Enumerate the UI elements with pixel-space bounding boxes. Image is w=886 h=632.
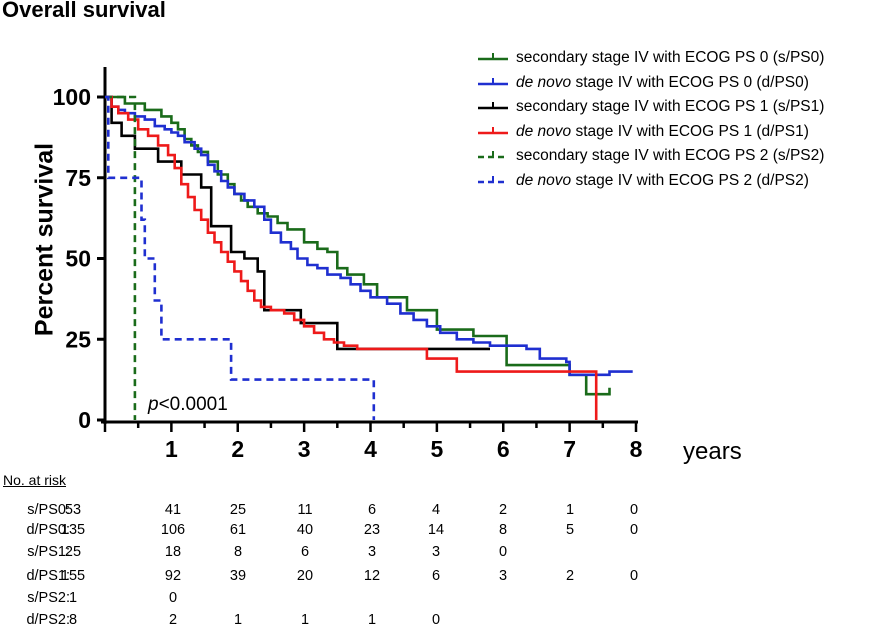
- risk-cell: 39: [229, 568, 247, 584]
- legend-swatch-sPS0: [478, 53, 508, 61]
- curve-dPS0: [105, 95, 633, 377]
- risk-row-label: d/PS1:: [26, 568, 70, 584]
- risk-cell: 1: [565, 502, 575, 518]
- y-tick-label: 50: [65, 246, 91, 272]
- risk-table: No. at risk s/PS0: 53 41 25 11 6 4 2 1 0 d/PS0: 135…: [0, 470, 886, 628]
- risk-cell: 8: [68, 612, 78, 628]
- risk-cell: 0: [629, 568, 639, 584]
- legend-swatch-dPS0: [478, 77, 508, 85]
- chart-title: Overall survival: [2, 0, 166, 22]
- risk-cell: 0: [431, 612, 441, 628]
- curve-dPS2: [105, 95, 376, 420]
- risk-cell: 8: [233, 544, 243, 560]
- x-tick-label: 8: [630, 436, 643, 462]
- y-tick-label: 0: [78, 407, 91, 433]
- risk-cell: 20: [296, 568, 314, 584]
- risk-cell: 0: [168, 590, 178, 606]
- risk-cell: 25: [229, 502, 247, 518]
- risk-cell: 1: [233, 612, 243, 628]
- risk-row-label: s/PS2:: [27, 590, 70, 606]
- legend-label-dPS2: de novo stage IV with ECOG PS 2 (d/PS2): [516, 171, 809, 189]
- risk-cell: 6: [367, 502, 377, 518]
- legend-label-dPS0: de novo stage IV with ECOG PS 0 (d/PS0): [516, 73, 809, 91]
- legend-label-sPS2: secondary stage IV with ECOG PS 2 (s/PS2…: [516, 147, 825, 165]
- risk-row-label: d/PS0:: [26, 522, 70, 538]
- x-tick-label: 3: [298, 436, 311, 462]
- risk-cell: 1: [68, 590, 78, 606]
- risk-row: d/PS2: 8 2 1 1 1 0: [0, 612, 886, 632]
- risk-cell: 6: [431, 568, 441, 584]
- risk-cell: 106: [160, 522, 186, 538]
- curve-sPS0: [105, 95, 611, 396]
- risk-cell: 11: [297, 502, 313, 518]
- risk-cell: 155: [60, 568, 86, 584]
- risk-table-title: No. at risk: [3, 472, 67, 488]
- legend-label-sPS1: secondary stage IV with ECOG PS 1 (s/PS1…: [516, 98, 825, 116]
- risk-cell: 3: [431, 544, 441, 560]
- y-tick-label: 75: [65, 165, 91, 191]
- risk-cell: 1: [367, 612, 377, 628]
- risk-cell: 8: [498, 522, 508, 538]
- risk-cell: 2: [498, 502, 508, 518]
- risk-row: d/PS0: 135 106 61 40 23 14 8 5 0: [0, 522, 886, 542]
- risk-row: d/PS1: 155 92 39 20 12 6 3 2 0: [0, 568, 886, 588]
- x-axis-label: years: [683, 438, 742, 465]
- curve-sPS2: [105, 95, 137, 420]
- risk-cell: 12: [363, 568, 381, 584]
- risk-cell: 4: [431, 502, 441, 518]
- x-tick-label: 7: [563, 436, 576, 462]
- legend-label-dPS1: de novo stage IV with ECOG PS 1 (d/PS1): [516, 122, 809, 140]
- risk-row: s/PS1: 25 18 8 6 3 3 0: [0, 544, 886, 564]
- curve-dPS1: [105, 95, 598, 420]
- risk-cell: 1: [300, 612, 310, 628]
- risk-cell: 5: [565, 522, 575, 538]
- risk-cell: 2: [565, 568, 575, 584]
- risk-cell: 135: [60, 522, 86, 538]
- risk-cell: 0: [498, 544, 508, 560]
- x-tick-label: 2: [231, 436, 244, 462]
- risk-cell: 92: [164, 568, 182, 584]
- legend-label-sPS0: secondary stage IV with ECOG PS 0 (s/PS0…: [516, 49, 825, 66]
- risk-row-label: s/PS0:: [27, 502, 70, 518]
- risk-cell: 40: [296, 522, 314, 538]
- x-tick-label: 6: [497, 436, 510, 462]
- risk-cell: 2: [168, 612, 178, 628]
- legend-swatch-dPS2: [478, 175, 508, 184]
- risk-cell: 25: [64, 544, 82, 560]
- x-tick-label: 5: [430, 436, 443, 462]
- risk-cell: 6: [300, 544, 310, 560]
- risk-row-label: d/PS2:: [26, 612, 70, 628]
- risk-row: s/PS2: 1 0: [0, 590, 886, 610]
- risk-cell: 3: [498, 568, 508, 584]
- p-value-annotation: p<0.0001: [147, 394, 228, 415]
- y-tick-label: 25: [65, 326, 91, 352]
- legend-swatch-dPS1: [478, 126, 508, 135]
- risk-row: s/PS0: 53 41 25 11 6 4 2 1 0: [0, 502, 886, 522]
- risk-cell: 41: [164, 502, 182, 518]
- risk-cell: 18: [164, 544, 182, 560]
- legend-swatch-sPS2: [478, 151, 508, 159]
- x-tick-label: 1: [165, 436, 178, 462]
- survival-plot: 0 25 50 75 100 1 2 3 4 5 6 7 8 p<0.0001: [53, 67, 643, 462]
- risk-cell: 3: [367, 544, 377, 560]
- curve-sPS1: [105, 95, 490, 351]
- legend-swatch-sPS1: [478, 102, 508, 110]
- risk-cell: 0: [629, 522, 639, 538]
- risk-cell: 23: [363, 522, 381, 538]
- risk-cell: 14: [427, 522, 445, 538]
- x-tick-label: 4: [364, 436, 377, 462]
- risk-cell: 61: [229, 522, 247, 538]
- risk-cell: 0: [629, 502, 639, 518]
- risk-cell: 53: [64, 502, 82, 518]
- y-tick-label: 100: [53, 84, 91, 110]
- risk-row-label: s/PS1:: [27, 544, 70, 560]
